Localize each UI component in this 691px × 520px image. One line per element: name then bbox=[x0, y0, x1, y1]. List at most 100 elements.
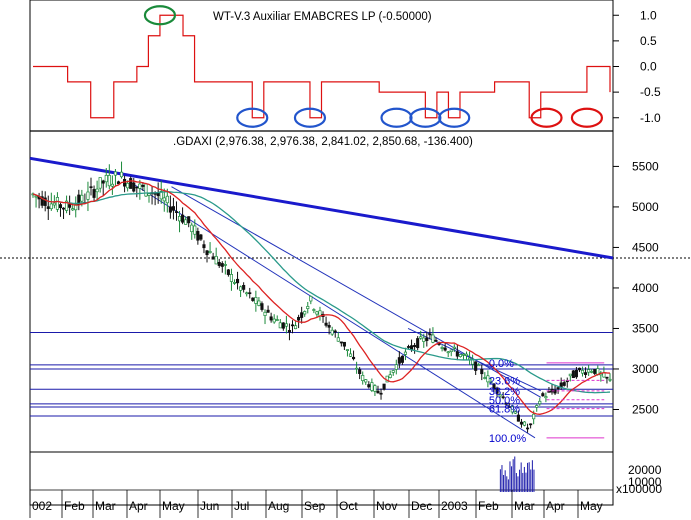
x-tick-label: Oct bbox=[339, 499, 358, 513]
candle-body bbox=[425, 337, 429, 341]
axis-labels: 002 Feb Mar Apr May Jun Jul Aug Sep Oct Nov Dec 2003… bbox=[29, 490, 603, 518]
candle-body bbox=[391, 370, 395, 373]
candle-body bbox=[406, 346, 411, 348]
candle-body bbox=[144, 183, 148, 197]
candle-body bbox=[324, 322, 328, 326]
candle-body bbox=[355, 367, 359, 370]
candle-body bbox=[461, 353, 466, 356]
fibonacci-label: 50.0% bbox=[489, 395, 520, 407]
candle-body bbox=[327, 325, 331, 328]
candle-body bbox=[126, 182, 130, 189]
candle-body bbox=[443, 347, 447, 351]
candle-body bbox=[397, 357, 401, 364]
candle-body bbox=[92, 189, 96, 198]
candle-body bbox=[156, 192, 160, 197]
x-tick-label: Dec bbox=[411, 499, 432, 513]
fibonacci-label: 23.6% bbox=[489, 375, 520, 387]
candle-body bbox=[471, 359, 475, 365]
signal-marker bbox=[570, 107, 604, 128]
candle-body bbox=[452, 346, 456, 349]
candle-body bbox=[138, 183, 142, 189]
candle-body bbox=[312, 309, 316, 311]
candle-body bbox=[504, 402, 508, 405]
candle-body bbox=[434, 339, 438, 342]
candle-body bbox=[486, 375, 490, 383]
candle-body bbox=[474, 361, 478, 371]
candle-body bbox=[101, 180, 105, 184]
candle-body bbox=[535, 405, 539, 408]
indicator-ytick-label: -0.5 bbox=[640, 85, 661, 99]
candle-body bbox=[306, 306, 310, 309]
candle-body bbox=[269, 316, 273, 321]
signal-marker bbox=[409, 107, 442, 128]
fibonacci-label: 61.8% bbox=[489, 404, 520, 416]
candle-body bbox=[80, 194, 84, 202]
candle-body bbox=[287, 330, 291, 333]
candle-body bbox=[171, 206, 175, 211]
candle-body bbox=[86, 191, 90, 200]
candle-body bbox=[367, 384, 371, 388]
candle-body bbox=[294, 325, 298, 330]
x-tick-label: Apr bbox=[129, 499, 148, 513]
candle-body bbox=[339, 341, 343, 344]
candle-body bbox=[376, 390, 380, 394]
candle-body bbox=[43, 197, 47, 206]
candle-body bbox=[135, 186, 139, 189]
candle-body bbox=[202, 244, 206, 249]
candle-body bbox=[501, 396, 505, 399]
candle-body bbox=[529, 423, 533, 426]
candle-body bbox=[364, 379, 368, 383]
candle-body bbox=[162, 197, 166, 202]
indicator-panel: 1.0 0.5 0.0 -0.5 -1.0 bbox=[33, 5, 661, 128]
candle-body bbox=[593, 369, 597, 374]
candle-body bbox=[98, 177, 102, 189]
candle-body bbox=[403, 351, 408, 355]
candle-body bbox=[257, 300, 261, 306]
candle-body bbox=[245, 292, 249, 295]
candle-body bbox=[68, 204, 72, 208]
candle-body bbox=[208, 251, 212, 253]
candle-body bbox=[220, 263, 224, 267]
candle-body bbox=[107, 175, 111, 187]
candle-body bbox=[181, 214, 185, 223]
fibonacci-label: 38.2% bbox=[489, 386, 520, 398]
candle-body bbox=[229, 274, 233, 282]
moving-average-fast bbox=[32, 180, 611, 415]
candle-body bbox=[239, 286, 243, 291]
candle-body bbox=[379, 392, 383, 395]
candle-body bbox=[342, 341, 346, 347]
candle-body bbox=[116, 181, 121, 185]
candle-body bbox=[232, 282, 237, 284]
candle-body bbox=[49, 203, 53, 210]
candle-body bbox=[516, 414, 520, 422]
candle-body bbox=[248, 292, 252, 295]
candle-body bbox=[89, 186, 93, 189]
price-ytick-label: 5000 bbox=[632, 200, 659, 214]
candle-body bbox=[65, 200, 69, 211]
candle-body bbox=[196, 231, 200, 241]
candle-body bbox=[61, 207, 66, 210]
candle-body bbox=[251, 297, 255, 301]
signal-marker bbox=[530, 107, 563, 128]
candle-body bbox=[580, 369, 585, 374]
x-tick-label: Mar bbox=[514, 499, 535, 513]
signal-marker bbox=[438, 107, 471, 128]
candle-body bbox=[214, 255, 218, 265]
candle-body bbox=[77, 194, 81, 205]
candle-body bbox=[266, 309, 270, 313]
candle-body bbox=[254, 297, 258, 304]
candle-body bbox=[446, 351, 450, 354]
candle-body bbox=[315, 311, 319, 315]
candle-body bbox=[223, 264, 227, 266]
price-ytick-label: 4500 bbox=[632, 240, 659, 254]
indicator-line bbox=[33, 14, 611, 119]
candle-body bbox=[532, 413, 536, 420]
candle-body bbox=[113, 171, 117, 176]
candle-body bbox=[513, 411, 517, 414]
candle-body bbox=[352, 356, 356, 360]
candle-body bbox=[141, 184, 145, 187]
candle-body bbox=[260, 303, 264, 310]
candle-body bbox=[562, 382, 566, 386]
x-tick-label: Feb bbox=[478, 499, 499, 513]
candle-body bbox=[419, 336, 423, 339]
